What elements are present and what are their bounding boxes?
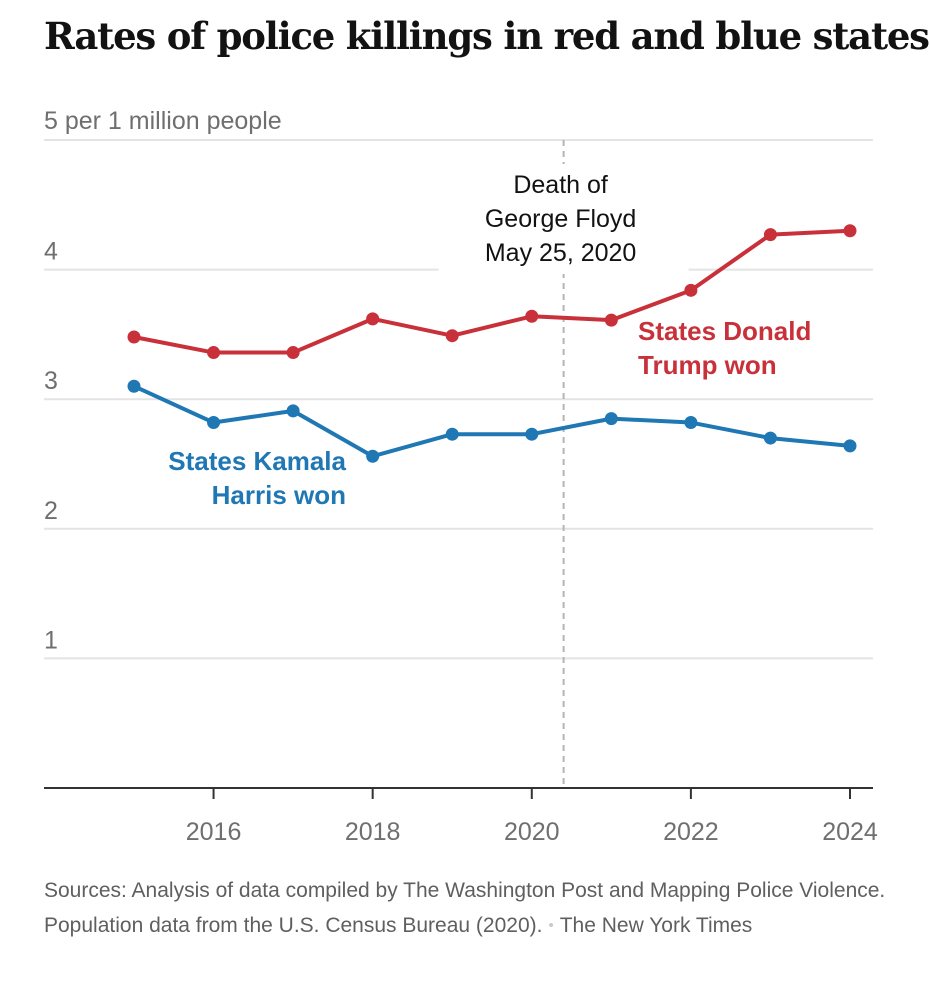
floyd-label-line-1: Death of xyxy=(513,171,608,199)
x-tick-label-2018: 2018 xyxy=(345,818,401,846)
point-harris-2023 xyxy=(763,431,777,445)
y-tick-label-4: 4 xyxy=(44,238,58,266)
series-label-trump-line-1: States Donald xyxy=(638,316,811,346)
y-tick-labels: 1 2 3 4 xyxy=(44,238,58,655)
point-trump-2022 xyxy=(684,283,698,297)
point-trump-2021 xyxy=(604,313,618,327)
y-tick-label-1: 1 xyxy=(44,626,58,654)
y-axis-label: 5 per 1 million people xyxy=(44,107,282,135)
point-trump-2016 xyxy=(207,346,221,360)
floyd-label-background xyxy=(438,164,689,274)
point-harris-2020 xyxy=(525,427,539,441)
source-credit: The New York Times xyxy=(559,914,753,937)
source-note: Sources: Analysis of data compiled by Th… xyxy=(44,873,889,943)
x-tick-label-2024: 2024 xyxy=(822,818,878,846)
x-axis: 2016 2018 2020 2022 2024 xyxy=(44,787,878,846)
point-harris-2017 xyxy=(286,404,300,418)
floyd-annotation: Death of George Floyd May 25, 2020 xyxy=(438,140,689,788)
point-harris-2019 xyxy=(445,427,459,441)
x-tick-label-2020: 2020 xyxy=(504,818,560,846)
point-trump-2017 xyxy=(286,346,300,360)
series-label-trump: States Donald Trump won xyxy=(638,316,811,380)
chart-title: Rates of police killings in red and blue… xyxy=(44,14,929,58)
source-text: Sources: Analysis of data compiled by Th… xyxy=(44,879,886,937)
point-trump-2024 xyxy=(843,224,857,238)
series-label-harris-line-1: States Kamala xyxy=(168,446,346,476)
floyd-label: Death of George Floyd May 25, 2020 xyxy=(485,171,637,267)
series-label-harris: States Kamala Harris won xyxy=(168,446,346,510)
point-trump-2018 xyxy=(366,312,380,326)
point-harris-2016 xyxy=(207,416,221,430)
point-trump-2020 xyxy=(525,309,539,323)
series-line-harris xyxy=(133,384,851,459)
series-line-trump xyxy=(133,228,851,355)
point-trump-2023 xyxy=(763,228,777,242)
point-trump-2015 xyxy=(127,330,141,344)
point-harris-2024 xyxy=(843,439,857,453)
x-tick-label-2022: 2022 xyxy=(663,818,719,846)
point-trump-2019 xyxy=(445,329,459,343)
floyd-label-line-3: May 25, 2020 xyxy=(485,239,637,267)
floyd-label-line-2: George Floyd xyxy=(485,205,636,233)
series-label-harris-line-2: Harris won xyxy=(212,480,346,510)
line-chart: 5 per 1 million people 1 2 3 4 Death of Geor… xyxy=(44,107,878,846)
series-lines xyxy=(127,224,857,463)
point-harris-2018 xyxy=(366,449,380,463)
separator-dot: • xyxy=(548,917,554,934)
series-labels: States Donald Trump won States Kamala Harri… xyxy=(168,316,811,510)
y-tick-label-3: 3 xyxy=(44,367,58,395)
point-harris-2015 xyxy=(127,379,141,393)
x-tick-label-2016: 2016 xyxy=(186,818,242,846)
y-tick-label-2: 2 xyxy=(44,497,58,525)
series-label-trump-line-2: Trump won xyxy=(638,350,777,380)
point-harris-2021 xyxy=(604,412,618,426)
point-harris-2022 xyxy=(684,416,698,430)
